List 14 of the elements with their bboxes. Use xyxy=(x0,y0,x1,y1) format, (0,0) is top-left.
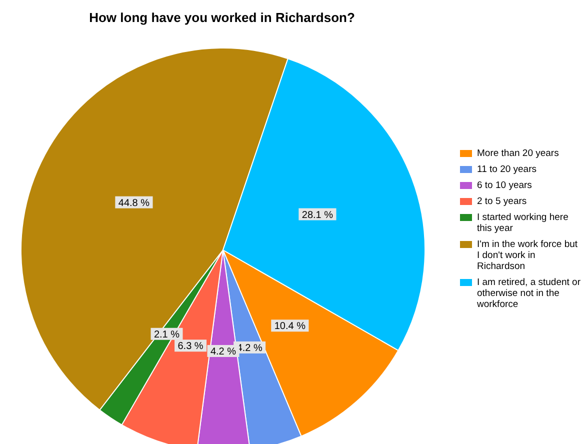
data-label: 2.1 % xyxy=(154,329,180,340)
legend-label: I am retired, a student or otherwise not in the workforce xyxy=(477,277,582,310)
legend-label: I'm in the work force but I don't work in Richardson xyxy=(477,239,579,272)
legend-label: 6 to 10 years xyxy=(477,180,532,191)
legend-label: 11 to 20 years xyxy=(477,164,537,175)
data-label: 4.2 % xyxy=(210,346,236,358)
legend-label: I started working here this year xyxy=(477,212,570,234)
chart-title: How long have you worked in Richardson? xyxy=(88,10,356,25)
data-label: 44.8 % xyxy=(118,198,150,209)
data-label: 6.3 % xyxy=(178,341,204,352)
data-label: 28.1 % xyxy=(302,210,334,221)
data-label: 10.4 % xyxy=(274,321,306,332)
legend-label: More than 20 years xyxy=(477,148,559,159)
legend-label: 2 to 5 years xyxy=(477,196,527,207)
